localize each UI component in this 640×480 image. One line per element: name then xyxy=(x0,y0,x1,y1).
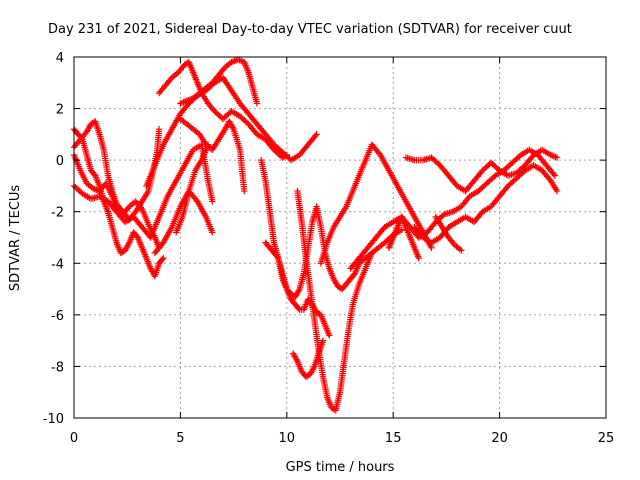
data-point xyxy=(551,172,559,179)
series-arc-8 xyxy=(143,74,320,190)
data-point xyxy=(550,170,557,178)
data-point xyxy=(274,253,281,261)
plot-frame xyxy=(73,56,607,419)
y-tick-label: -2 xyxy=(51,206,64,221)
series-arc-3 xyxy=(70,118,163,223)
data-point xyxy=(368,249,376,257)
series-arc-12 xyxy=(262,239,333,339)
series-arc-15 xyxy=(317,141,435,267)
y-tick-label: 2 xyxy=(56,103,64,118)
data-point xyxy=(553,154,561,161)
axis-tick-labels: 0 5 10 15 20 25 -10 -8 -6 -4 -2 0 2 4 xyxy=(43,51,615,446)
series-arc-6 xyxy=(177,56,261,107)
series-arc-4 xyxy=(70,141,216,241)
series-arc-1 xyxy=(70,126,167,280)
chart-title: Day 231 of 2021, Sidereal Day-to-day VTE… xyxy=(48,22,572,37)
series-arc-11 xyxy=(258,156,405,301)
data-point xyxy=(415,254,422,262)
data-point xyxy=(313,131,320,138)
y-tick-label: -6 xyxy=(51,309,64,324)
data-point xyxy=(312,132,319,140)
data-point xyxy=(458,247,465,254)
y-axis-label: SDTVAR / TECUs xyxy=(8,185,23,292)
data-point xyxy=(241,187,248,195)
data-point xyxy=(553,187,561,195)
data-point xyxy=(398,226,405,233)
series-arc-14 xyxy=(289,337,327,380)
x-axis-label: GPS time / hours xyxy=(286,460,395,475)
series-arc-19 xyxy=(385,213,422,262)
series-arc-20 xyxy=(432,213,465,254)
data-point xyxy=(237,57,245,65)
series-arc-13 xyxy=(294,187,376,414)
axis-ticks xyxy=(73,56,607,419)
series-arc-5 xyxy=(155,58,290,161)
data-point xyxy=(155,126,163,133)
x-tick-label: 0 xyxy=(70,431,78,446)
y-tick-label: 0 xyxy=(56,154,64,169)
x-tick-label: 25 xyxy=(598,431,615,446)
x-tick-label: 10 xyxy=(279,431,296,446)
data-point xyxy=(326,332,333,339)
y-tick-label: -10 xyxy=(43,412,64,427)
series-arc-10 xyxy=(172,141,212,236)
data-points xyxy=(70,56,561,414)
y-tick-label: -4 xyxy=(51,257,64,272)
data-point xyxy=(319,337,327,344)
data-point xyxy=(160,254,167,262)
data-point xyxy=(295,305,302,312)
data-point xyxy=(253,100,261,107)
x-tick-label: 15 xyxy=(385,431,402,446)
series-arc-9 xyxy=(151,187,216,257)
y-tick-label: -8 xyxy=(51,360,64,375)
y-tick-label: 4 xyxy=(56,51,64,66)
x-tick-label: 5 xyxy=(176,431,184,446)
data-point xyxy=(209,198,216,205)
data-point xyxy=(159,256,166,263)
series-arc-17 xyxy=(402,146,561,195)
data-point xyxy=(209,229,216,236)
data-point xyxy=(204,141,212,148)
series-arc-18 xyxy=(411,162,561,246)
x-tick-label: 20 xyxy=(491,431,508,446)
